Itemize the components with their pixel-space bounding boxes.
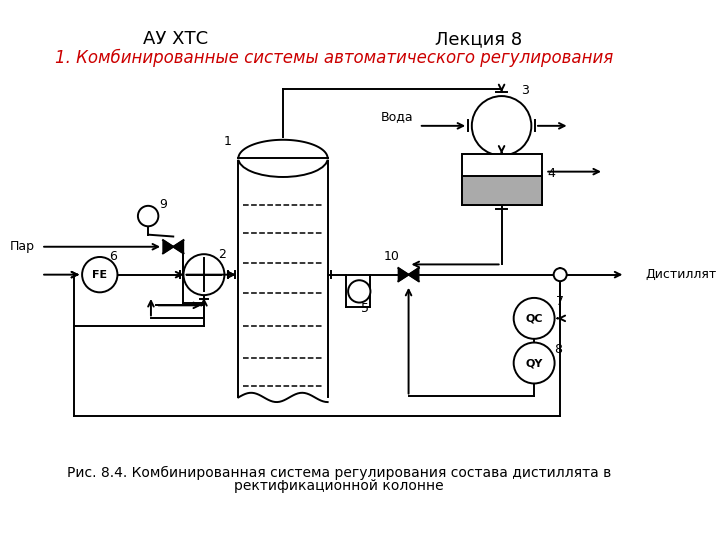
Text: 10: 10 bbox=[384, 249, 400, 262]
Circle shape bbox=[184, 254, 225, 295]
Bar bbox=[462, 154, 541, 205]
Bar bbox=[462, 176, 541, 205]
Text: ректификационной колонне: ректификационной колонне bbox=[234, 479, 444, 493]
Text: АУ ХТС: АУ ХТС bbox=[143, 30, 209, 49]
Text: Дистиллят: Дистиллят bbox=[646, 268, 717, 281]
Circle shape bbox=[513, 298, 554, 339]
Text: 7: 7 bbox=[556, 295, 564, 308]
Text: Лекция 8: Лекция 8 bbox=[435, 30, 522, 49]
Text: 5: 5 bbox=[361, 302, 369, 315]
Polygon shape bbox=[398, 268, 408, 281]
Text: 6: 6 bbox=[109, 249, 117, 262]
Text: 8: 8 bbox=[554, 343, 562, 356]
Text: 3: 3 bbox=[521, 84, 528, 97]
Polygon shape bbox=[174, 240, 184, 253]
Text: 2: 2 bbox=[219, 248, 227, 261]
Text: QY: QY bbox=[526, 358, 543, 368]
Text: 4: 4 bbox=[547, 167, 555, 180]
Circle shape bbox=[472, 96, 531, 156]
Text: 9: 9 bbox=[159, 198, 167, 211]
Circle shape bbox=[513, 342, 554, 383]
Polygon shape bbox=[163, 240, 174, 253]
Text: 1: 1 bbox=[223, 135, 231, 148]
Text: Вода: Вода bbox=[381, 110, 413, 123]
Polygon shape bbox=[408, 268, 419, 281]
Circle shape bbox=[554, 268, 567, 281]
Text: Пар: Пар bbox=[9, 240, 35, 253]
Circle shape bbox=[138, 206, 158, 226]
Ellipse shape bbox=[238, 140, 328, 177]
Text: Рис. 8.4. Комбинированная система регулирования состава дистиллята в: Рис. 8.4. Комбинированная система регули… bbox=[67, 465, 611, 480]
Bar bbox=[238, 139, 328, 159]
Text: FE: FE bbox=[92, 269, 107, 280]
Text: 1. Комбинированные системы автоматического регулирования: 1. Комбинированные системы автоматическо… bbox=[55, 49, 613, 67]
Text: QC: QC bbox=[526, 313, 543, 323]
Circle shape bbox=[348, 280, 370, 302]
Circle shape bbox=[82, 257, 117, 292]
